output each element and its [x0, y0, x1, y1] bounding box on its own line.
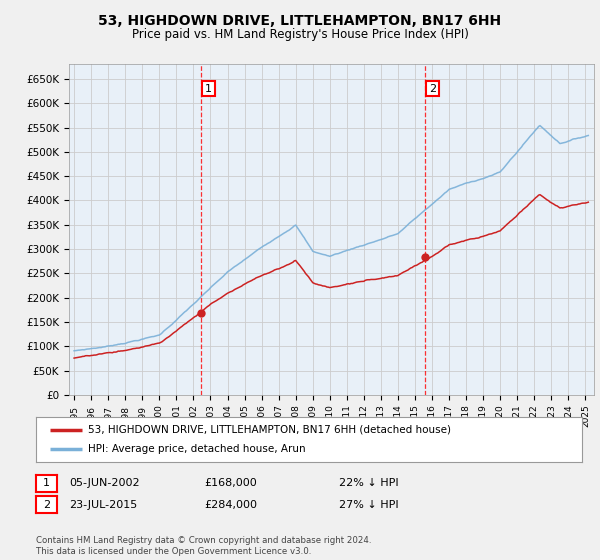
- Text: Contains HM Land Registry data © Crown copyright and database right 2024.
This d: Contains HM Land Registry data © Crown c…: [36, 536, 371, 556]
- Text: 53, HIGHDOWN DRIVE, LITTLEHAMPTON, BN17 6HH (detached house): 53, HIGHDOWN DRIVE, LITTLEHAMPTON, BN17 …: [88, 424, 451, 435]
- Text: 2: 2: [429, 83, 436, 94]
- Text: 23-JUL-2015: 23-JUL-2015: [69, 500, 137, 510]
- Text: HPI: Average price, detached house, Arun: HPI: Average price, detached house, Arun: [88, 445, 305, 455]
- Text: 1: 1: [205, 83, 212, 94]
- Text: 1: 1: [43, 478, 50, 488]
- Text: 27% ↓ HPI: 27% ↓ HPI: [339, 500, 398, 510]
- Text: 05-JUN-2002: 05-JUN-2002: [69, 478, 140, 488]
- Text: 2: 2: [43, 500, 50, 510]
- Text: £284,000: £284,000: [204, 500, 257, 510]
- Text: Price paid vs. HM Land Registry's House Price Index (HPI): Price paid vs. HM Land Registry's House …: [131, 28, 469, 41]
- Text: £168,000: £168,000: [204, 478, 257, 488]
- Text: 22% ↓ HPI: 22% ↓ HPI: [339, 478, 398, 488]
- Text: 53, HIGHDOWN DRIVE, LITTLEHAMPTON, BN17 6HH: 53, HIGHDOWN DRIVE, LITTLEHAMPTON, BN17 …: [98, 14, 502, 28]
